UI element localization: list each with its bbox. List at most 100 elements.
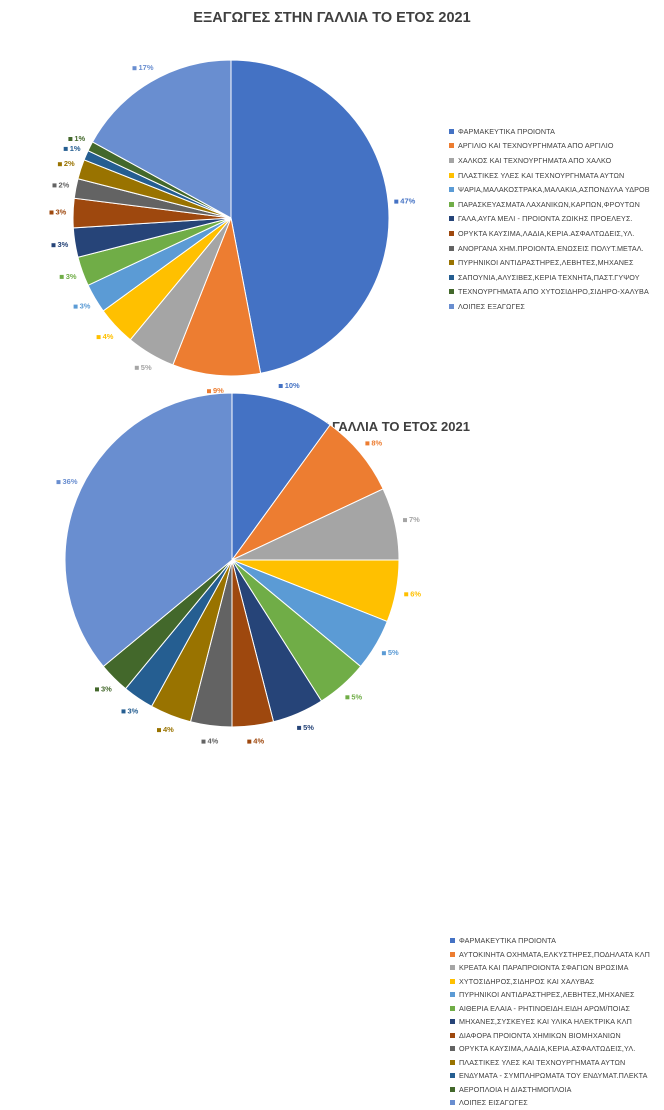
legend-label: ΑΙΘΕΡΙΑ ΕΛΑΙΑ - ΡΗΤΙΝΟΕΙΔΗ.ΕΙΔΗ ΑΡΩΜ/ΠΟΙ… (459, 1003, 631, 1013)
legend-item: ΛΟΙΠΕΣ ΕΙΣΑΓΩΓΕΣ (450, 1096, 650, 1110)
data-label-text: 5% (141, 363, 152, 372)
data-label-text: 36% (63, 477, 78, 486)
data-label-marker (247, 739, 252, 744)
data-label-marker (132, 66, 137, 71)
data-label-marker (278, 384, 283, 388)
legend-swatch (449, 289, 454, 295)
data-label-10: 4% (157, 725, 174, 734)
legend-label: ΛΟΙΠΕΣ ΕΙΣΑΓΩΓΕΣ (459, 1098, 528, 1108)
legend-swatch (449, 230, 454, 236)
data-label-marker (403, 518, 407, 523)
data-label-12: 3% (95, 684, 112, 693)
data-label-text: 9% (213, 386, 224, 395)
data-label-text: 1% (74, 134, 85, 143)
data-label-marker (63, 146, 68, 151)
legend-item: ΧΥΤΟΣΙΔΗΡΟΣ,ΣΙΔΗΡΟΣ ΚΑΙ ΧΑΛΥΒΑΣ (450, 975, 650, 989)
pie-slice-1 (230, 59, 390, 374)
legend-swatch (449, 274, 454, 280)
legend-label: ΧΑΛΚΟΣ ΚΑΙ ΤΕΧΝΟΥΡΓΗΜΑΤΑ ΑΠΟ ΧΑΛΚΟ (458, 155, 612, 165)
data-label-text: 4% (163, 725, 174, 734)
legend-label: ΕΝΔΥΜΑΤΑ - ΣΥΜΠΛΗΡΩΜΑΤΑ ΤΟΥ ΕΝΔΥΜΑΤ.ΠΛΕΚ… (459, 1071, 648, 1081)
data-label-text: 3% (80, 302, 91, 311)
data-label-text: 47% (400, 197, 415, 206)
legend-swatch (449, 201, 454, 207)
data-label-text: 17% (139, 63, 154, 72)
legend-label: ΦΑΡΜΑΚΕΥΤΙΚΑ ΠΡΟΙΟΝΤΑ (459, 936, 556, 946)
legend-swatch (450, 1019, 455, 1025)
imports-pie: 10% 8% 7% 6% 5% 5% 5% 4% 4% 4% 3% 3% 36% (56, 381, 421, 746)
legend-label: ΜΗΧΑΝΕΣ,ΣΥΣΚΕΥΕΣ ΚΑΙ ΥΛΙΚΑ ΗΛΕΚΤΡΙΚΑ ΚΛΠ (459, 1017, 632, 1027)
data-label-marker (297, 725, 302, 730)
data-label-text: 8% (371, 438, 382, 447)
data-label-4: 4% (96, 332, 114, 341)
data-label-text: 7% (409, 515, 420, 524)
legend-item: ΦΑΡΜΑΚΕΥΤΙΚΑ ΠΡΟΙΟΝΤΑ (449, 124, 650, 139)
data-label-8: 3% (49, 207, 67, 216)
data-label-6: 5% (345, 692, 363, 701)
data-label-3: 7% (403, 515, 420, 524)
data-label-text: 5% (351, 692, 362, 701)
data-label-marker (95, 687, 99, 692)
legend-item: ΑΙΘΕΡΙΑ ΕΛΑΙΑ - ΡΗΤΙΝΟΕΙΔΗ.ΕΙΔΗ ΑΡΩΜ/ΠΟΙ… (450, 1002, 650, 1016)
legend-item: ΟΡΥΚΤΑ ΚΑΥΣΙΜΑ,ΛΑΔΙΑ,ΚΕΡΙΑ.ΑΣΦΑΛΤΩΔΕΙΣ,Υ… (449, 226, 650, 241)
legend-swatch (449, 245, 454, 251)
legend-swatch (450, 1086, 455, 1092)
data-label-text: 3% (58, 240, 69, 249)
legend-label: ΑΡΓΙΛΙΟ ΚΑΙ ΤΕΧΝΟΥΡΓΗΜΑΤΑ ΑΠΟ ΑΡΓΙΛΙΟ (458, 141, 614, 151)
data-label-marker (365, 441, 370, 446)
data-label-marker (201, 739, 206, 744)
legend-item: ΧΑΛΚΟΣ ΚΑΙ ΤΕΧΝΟΥΡΓΗΜΑΤΑ ΑΠΟ ΧΑΛΚΟ (449, 153, 650, 168)
data-label-marker (134, 365, 139, 370)
exports-chart: ΕΞΑΓΩΓΕΣ ΣΤΗΝ ΓΑΛΛΙΑ ΤΟ ΕΤΟΣ 2021 47% 9% 5… (0, 0, 664, 405)
data-label-marker (96, 335, 101, 340)
legend-swatch (450, 1059, 455, 1065)
data-label-marker (57, 162, 62, 167)
legend-swatch (449, 303, 454, 309)
data-label-1: 47% (394, 197, 416, 206)
exports-legend: ΦΑΡΜΑΚΕΥΤΙΚΑ ΠΡΟΙΟΝΤΑ ΑΡΓΙΛΙΟ ΚΑΙ ΤΕΧΝΟΥΡ… (449, 124, 650, 314)
legend-item: ΔΙΑΦΟΡΑ ΠΡΟΙΟΝΤΑ ΧΗΜΙΚΩΝ ΒΙΟΜΗΧΑΝΙΩΝ (450, 1029, 650, 1043)
data-label-9: 4% (201, 737, 219, 746)
legend-swatch (449, 143, 454, 149)
data-label-marker (56, 480, 61, 485)
data-label-text: 5% (303, 723, 314, 732)
legend-item: ΠΥΡΗΝΙΚΟΙ ΑΝΤΙΔΡΑΣΤΗΡΕΣ,ΛΕΒΗΤΕΣ,ΜΗΧΑΝΕΣ (450, 988, 650, 1002)
data-label-10: 2% (57, 159, 75, 168)
pie-slice-1 (231, 392, 331, 562)
data-label-7: 5% (297, 723, 314, 732)
legend-item: ΠΛΑΣΤΙΚΕΣ ΥΛΕΣ ΚΑΙ ΤΕΧΝΟΥΡΓΗΜΑΤΑ ΑΥΤΩΝ (450, 1056, 650, 1070)
legend-item: ΦΑΡΜΑΚΕΥΤΙΚΑ ΠΡΟΙΟΝΤΑ (450, 934, 650, 948)
legend-label: ΟΡΥΚΤΑ ΚΑΥΣΙΜΑ,ΛΑΔΙΑ,ΚΕΡΙΑ.ΑΣΦΑΛΤΩΔΕΙΣ,Υ… (459, 1044, 636, 1054)
pie-slice-13 (64, 392, 233, 668)
data-label-marker (394, 199, 399, 204)
legend-swatch (450, 1032, 455, 1038)
data-label-text: 10% (285, 381, 300, 390)
legend-item: ΑΥΤΟΚΙΝΗΤΑ ΟΧΗΜΑΤΑ,ΕΛΚΥΣΤΗΡΕΣ,ΠΟΔΗΛΑΤΑ Κ… (450, 948, 650, 962)
legend-label: ΑΝΟΡΓΑΝΑ ΧΗΜ.ΠΡΟΙΟΝΤΑ.ΕΝΩΣΕΙΣ ΠΟΛΥΤ.ΜΕΤΑ… (458, 243, 644, 253)
data-label-4: 6% (404, 589, 421, 598)
legend-label: ΟΡΥΚΤΑ ΚΑΥΣΙΜΑ,ΛΑΔΙΑ,ΚΕΡΙΑ.ΑΣΦΑΛΤΩΔΕΙΣ,Υ… (458, 228, 635, 238)
data-label-9: 2% (52, 180, 70, 189)
data-label-text: 3% (56, 207, 67, 216)
data-label-marker (49, 210, 54, 215)
data-label-marker (381, 651, 386, 656)
legend-label: ΨΑΡΙΑ,ΜΑΛΑΚΟΣΤΡΑΚΑ,ΜΑΛΑΚΙΑ,ΑΣΠΟΝΔΥΛΑ ΥΔΡ… (458, 185, 650, 195)
data-label-3: 5% (134, 363, 152, 372)
legend-label: ΧΥΤΟΣΙΔΗΡΟΣ,ΣΙΔΗΡΟΣ ΚΑΙ ΧΑΛΥΒΑΣ (459, 976, 595, 986)
legend-item: ΠΑΡΑΣΚΕΥΑΣΜΑΤΑ ΛΑΧΑΝΙΚΩΝ,ΚΑΡΠΩΝ,ΦΡΟΥΤΩΝ (449, 197, 650, 212)
data-label-text: 4% (253, 737, 264, 746)
data-label-marker (51, 243, 56, 248)
data-label-text: 1% (70, 144, 81, 153)
data-label-2: 9% (207, 386, 224, 395)
data-label-text: 3% (66, 272, 77, 281)
legend-item: ΨΑΡΙΑ,ΜΑΛΑΚΟΣΤΡΑΚΑ,ΜΑΛΑΚΙΑ,ΑΣΠΟΝΔΥΛΑ ΥΔΡ… (449, 182, 650, 197)
legend-label: ΠΛΑΣΤΙΚΕΣ ΥΛΕΣ ΚΑΙ ΤΕΧΝΟΥΡΓΗΜΑΤΑ ΑΥΤΩΝ (459, 1057, 626, 1067)
data-label-5: 5% (381, 648, 399, 657)
legend-item: ΕΝΔΥΜΑΤΑ - ΣΥΜΠΛΗΡΩΜΑΤΑ ΤΟΥ ΕΝΔΥΜΑΤ.ΠΛΕΚ… (450, 1069, 650, 1083)
data-label-marker (345, 695, 350, 700)
legend-label: ΠΑΡΑΣΚΕΥΑΣΜΑΤΑ ΛΑΧΑΝΙΚΩΝ,ΚΑΡΠΩΝ,ΦΡΟΥΤΩΝ (458, 199, 640, 209)
legend-swatch (450, 992, 455, 998)
legend-label: ΣΑΠΟΥΝΙΑ,ΑΛΥΣΙΒΕΣ,ΚΕΡΙΑ ΤΕΧΝΗΤΑ,ΠΑΣΤ.ΓΥΨ… (458, 272, 640, 282)
legend-item: ΛΟΙΠΕΣ ΕΞΑΓΩΓΕΣ (449, 299, 650, 314)
pie-slice-2 (172, 216, 262, 377)
